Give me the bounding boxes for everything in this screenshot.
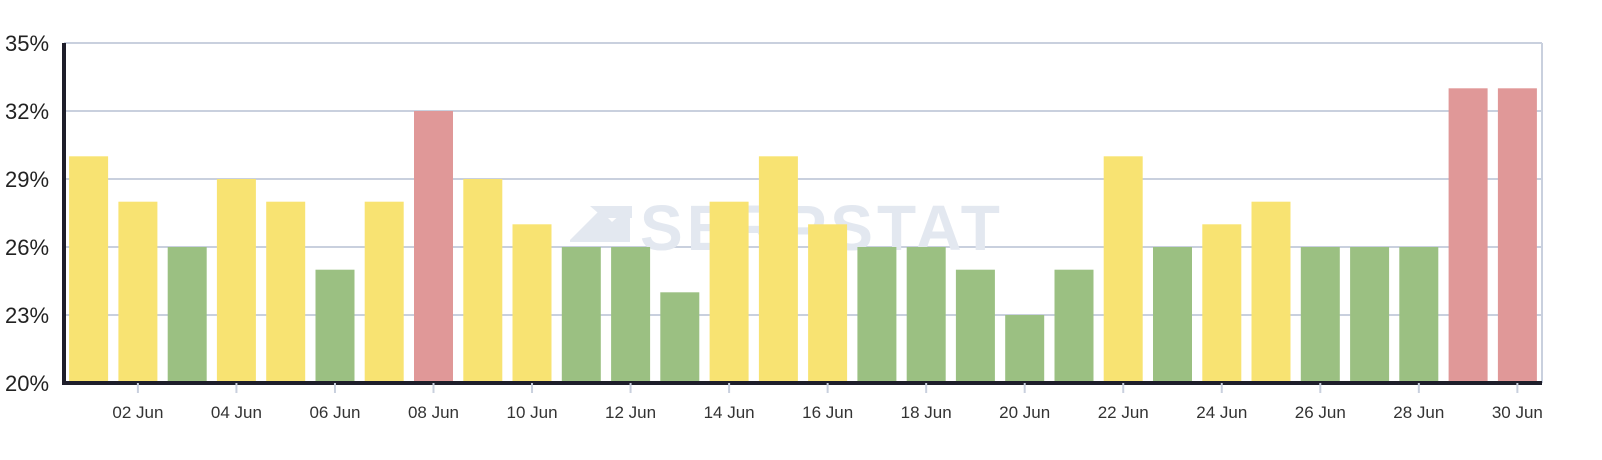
x-tick-label: 14 Jun — [704, 403, 755, 422]
y-tick-label: 23% — [5, 303, 49, 328]
bar — [758, 156, 798, 383]
y-tick-label: 26% — [5, 235, 49, 260]
x-tick-label: 30 Jun — [1492, 403, 1543, 422]
bar — [315, 269, 355, 383]
x-tick-label: 22 Jun — [1098, 403, 1149, 422]
bar — [1103, 156, 1143, 383]
bar — [1251, 201, 1291, 383]
serpstat-logo-icon — [570, 206, 632, 242]
y-axis-labels: 20% 23% 26% 29% 32% 35% — [5, 31, 49, 396]
bar — [1497, 88, 1537, 384]
x-tick-label: 10 Jun — [507, 403, 558, 422]
bar — [1350, 247, 1390, 383]
y-tick-label: 29% — [5, 167, 49, 192]
bar — [1300, 247, 1340, 383]
bar — [1448, 88, 1488, 384]
axes — [62, 43, 1542, 393]
bar — [1202, 224, 1242, 383]
x-tick-label: 02 Jun — [112, 403, 163, 422]
bar — [1054, 269, 1094, 383]
bar — [1005, 315, 1045, 383]
bar — [216, 179, 256, 383]
x-tick-label: 26 Jun — [1295, 403, 1346, 422]
x-tick-label: 20 Jun — [999, 403, 1050, 422]
bar — [167, 247, 207, 383]
bar — [118, 201, 158, 383]
bar — [857, 247, 897, 383]
bar — [1399, 247, 1439, 383]
bar — [808, 224, 848, 383]
bar — [561, 247, 601, 383]
bar — [364, 201, 404, 383]
x-tick-label: 04 Jun — [211, 403, 262, 422]
bar — [1153, 247, 1192, 383]
x-tick-label: 12 Jun — [605, 403, 656, 422]
y-tick-label: 20% — [5, 371, 49, 396]
y-tick-label: 32% — [5, 99, 49, 124]
x-tick-label: 06 Jun — [309, 403, 360, 422]
x-tick-label: 24 Jun — [1196, 403, 1247, 422]
bar — [660, 292, 700, 383]
bar — [266, 201, 306, 383]
bar — [709, 201, 749, 383]
bar — [414, 111, 453, 383]
x-tick-label: 16 Jun — [802, 403, 853, 422]
bars — [69, 88, 1537, 384]
bar — [611, 247, 651, 383]
bar — [512, 224, 552, 383]
bar — [69, 156, 109, 383]
x-tick-label: 08 Jun — [408, 403, 459, 422]
bar — [955, 269, 995, 383]
x-axis-labels: 02 Jun 04 Jun 06 Jun 08 Jun 10 Jun 12 Jun 14 J… — [112, 403, 1543, 422]
x-tick-label: 28 Jun — [1393, 403, 1444, 422]
bar — [463, 179, 503, 383]
y-tick-label: 35% — [5, 31, 49, 56]
x-tick-label: 18 Jun — [901, 403, 952, 422]
bar — [906, 247, 946, 383]
